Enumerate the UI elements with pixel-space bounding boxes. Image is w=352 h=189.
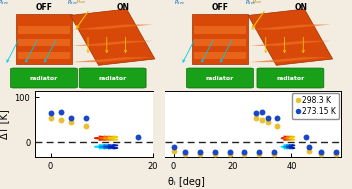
Point [212,151,218,154]
Point [259,110,265,113]
FancyBboxPatch shape [79,68,146,88]
Polygon shape [248,9,333,65]
Polygon shape [250,57,331,62]
Text: OFF: OFF [36,3,52,12]
Point [227,152,232,155]
Legend: 298.3 K, 273.15 K: 298.3 K, 273.15 K [291,93,339,119]
Point [253,116,259,119]
Point [68,121,74,124]
Text: $P_{dev}$: $P_{dev}$ [0,0,10,7]
Point [83,124,89,127]
Text: ON: ON [117,3,130,12]
Point [265,121,271,124]
Point [306,146,312,149]
Point [333,151,338,154]
Point [135,135,140,138]
Bar [18,52,70,59]
Point [256,151,262,154]
Point [274,116,279,119]
Point [183,151,188,154]
Point [256,152,262,155]
Point [48,112,54,115]
Text: $P_{sun}$: $P_{sun}$ [252,0,263,6]
Text: radiator: radiator [206,76,234,81]
Point [318,152,323,155]
Point [274,124,279,127]
Polygon shape [70,9,155,65]
Point [253,112,259,115]
Text: θᵢ [deg]: θᵢ [deg] [168,177,205,187]
Point [265,116,271,119]
Point [183,152,188,155]
Point [241,152,247,155]
Polygon shape [72,25,153,29]
FancyBboxPatch shape [11,68,77,88]
Point [212,152,218,155]
Polygon shape [72,57,153,62]
Point [83,116,89,119]
Point [48,116,54,119]
Text: ON: ON [295,3,307,12]
Bar [194,39,246,46]
Text: $P_{dev}$: $P_{dev}$ [245,0,256,7]
Bar [18,26,70,34]
Bar [16,14,72,64]
Polygon shape [72,41,153,46]
Point [306,149,312,152]
Text: $P_{sun}$: $P_{sun}$ [76,0,87,6]
Point [58,119,64,122]
Point [197,151,203,154]
Point [347,151,352,154]
Point [197,152,203,155]
Point [227,151,232,154]
Point [259,119,265,122]
Point [171,149,176,152]
FancyBboxPatch shape [187,68,253,88]
Bar [194,52,246,59]
Polygon shape [250,25,331,29]
Point [68,116,74,119]
Point [318,151,323,154]
Bar [192,14,248,64]
Text: radiator: radiator [276,76,304,81]
Point [347,152,352,155]
Point [171,146,176,149]
Text: $P_{dev}$: $P_{dev}$ [174,0,186,7]
Point [303,135,309,138]
Point [58,110,64,113]
Point [271,151,277,154]
Text: $P_{dev}$: $P_{dev}$ [67,0,78,7]
Point [271,152,277,155]
Polygon shape [250,41,331,46]
Point [241,151,247,154]
Bar [18,39,70,46]
Text: radiator: radiator [99,76,127,81]
Text: radiator: radiator [30,76,58,81]
FancyBboxPatch shape [257,68,324,88]
Bar [194,26,246,34]
Text: OFF: OFF [212,3,228,12]
Y-axis label: ΔT [K]: ΔT [K] [0,109,9,139]
Point [333,152,338,155]
